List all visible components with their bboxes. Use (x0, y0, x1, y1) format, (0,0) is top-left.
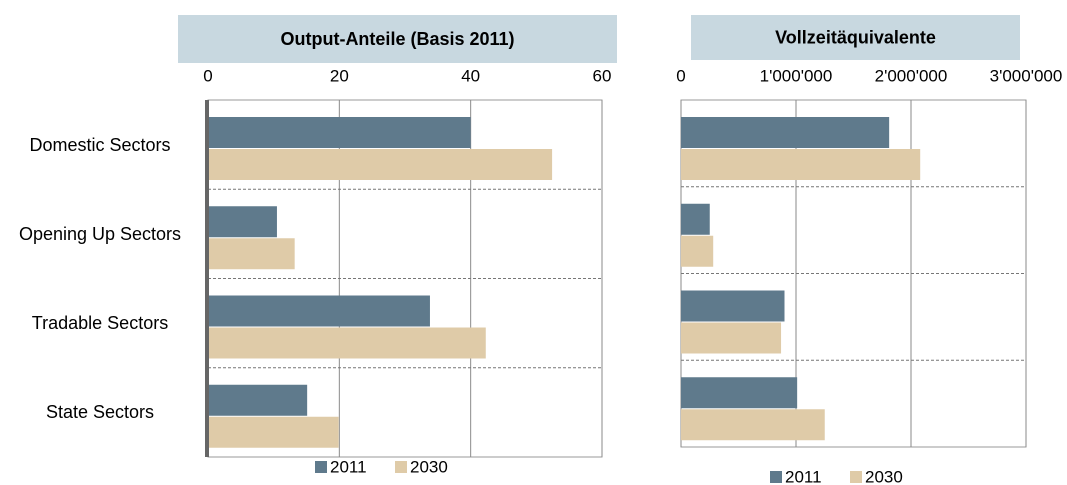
category-label: Tradable Sectors (31, 313, 169, 334)
bar (208, 149, 553, 180)
legend-label: 2011 (785, 467, 822, 485)
x-tick-label: 20 (330, 66, 349, 85)
bar (208, 117, 471, 148)
x-tick-label: 1'000'000 (760, 66, 833, 85)
bar (681, 377, 798, 409)
chart-title: Vollzeitäquivalente (775, 27, 936, 47)
legend-label: 2030 (865, 467, 903, 485)
bar (681, 149, 921, 180)
bar (681, 203, 710, 235)
title-box (178, 15, 617, 63)
x-tick-label: 0 (676, 66, 685, 85)
chart-title: Output-Anteile (Basis 2011) (280, 29, 514, 49)
legend-label: 2030 (410, 457, 448, 476)
x-tick-label: 40 (461, 66, 480, 85)
legend-swatch (850, 471, 862, 483)
legend-label: 2011 (330, 457, 367, 476)
bar (681, 409, 825, 441)
x-tick-label: 0 (203, 66, 212, 85)
bar (208, 327, 486, 359)
x-tick-label: 2'000'000 (875, 66, 948, 85)
category-label: State Sectors (45, 402, 155, 423)
x-tick-label: 3'000'000 (990, 66, 1063, 85)
bar (208, 384, 308, 416)
legend-swatch (770, 471, 782, 483)
legend-swatch (395, 461, 407, 473)
bar (681, 322, 782, 354)
bar (208, 416, 339, 448)
category-label: Opening Up Sectors (18, 223, 182, 244)
legend-swatch (315, 461, 327, 473)
x-tick-label: 60 (593, 66, 612, 85)
bar (208, 295, 430, 327)
bar (208, 238, 295, 270)
category-label: Domestic Sectors (29, 134, 171, 155)
title-box (691, 15, 1020, 60)
bar (681, 290, 785, 322)
bar (208, 206, 277, 238)
bar (681, 117, 890, 148)
bar (681, 235, 714, 267)
